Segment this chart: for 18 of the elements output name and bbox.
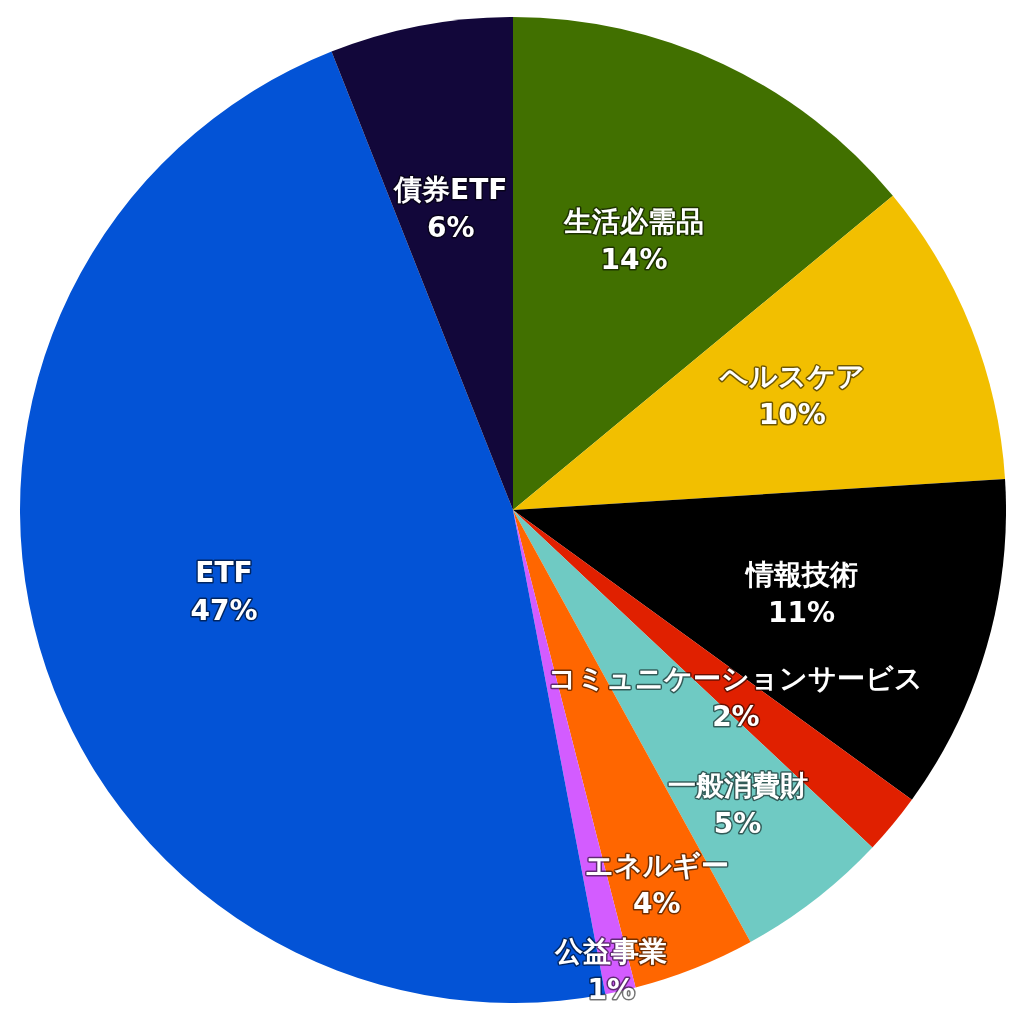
data-label: 11% (768, 596, 836, 630)
data-label: 14% (600, 243, 668, 277)
pie-slice (513, 479, 1006, 800)
pie-slice (513, 195, 1006, 510)
data-label: 10% (758, 398, 826, 432)
data-label: 47% (190, 593, 258, 627)
data-label: 4% (633, 886, 681, 920)
pie-slice (513, 17, 893, 510)
data-label: 1% (587, 972, 636, 1006)
slice-label: ETF (195, 555, 253, 589)
slice-label: 情報技術 (743, 558, 858, 592)
data-label: 5% (713, 807, 762, 841)
slice-label: 債券ETF (393, 172, 508, 206)
slice-label: 生活必需品 (562, 205, 704, 239)
slice-label: ヘルスケア (718, 360, 865, 394)
slice-label: 一般消費財 (667, 769, 808, 803)
pie-slice (331, 17, 513, 510)
data-label: 6% (426, 210, 475, 244)
